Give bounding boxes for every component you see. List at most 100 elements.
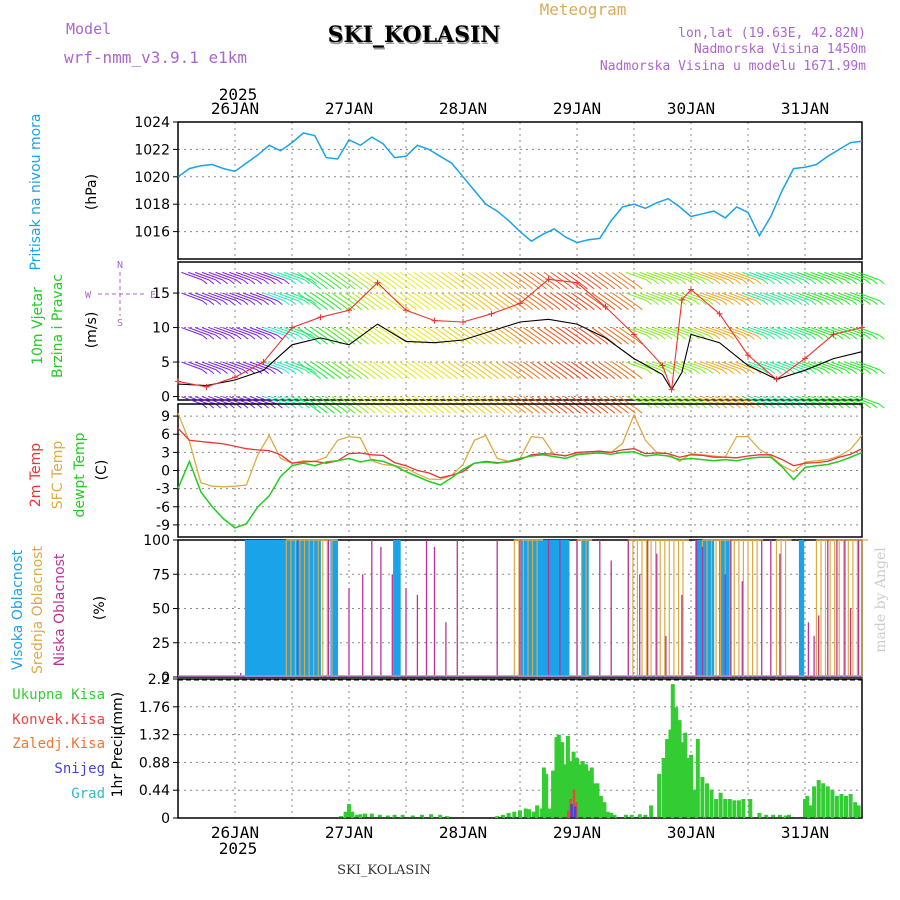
- wind-barb: [304, 292, 323, 307]
- high-cloud-bar: [297, 540, 301, 677]
- high-cloud-bar: [304, 540, 308, 677]
- high-cloud-bar: [702, 540, 705, 677]
- wind-barb: [420, 327, 440, 341]
- wind-barb: [653, 271, 675, 281]
- wind-barb-feather: [493, 305, 499, 311]
- high-cloud-bar: [260, 540, 264, 677]
- wind-barb-feather: [568, 408, 575, 414]
- wind-barb-feather: [322, 284, 328, 290]
- wind-barb-feather: [735, 369, 741, 374]
- wind-barb: [475, 327, 494, 341]
- wind-barb: [393, 292, 412, 307]
- wind-barb-feather: [837, 403, 844, 409]
- wind-barb: [379, 361, 399, 376]
- wind-barb-feather: [783, 300, 789, 305]
- precip-bar: [723, 799, 728, 818]
- wind-barb: [831, 327, 853, 336]
- wind-barb-feather: [602, 408, 609, 414]
- wind-barb-feather: [623, 374, 629, 380]
- pressure-ytick-label: 1020: [134, 170, 170, 186]
- wind-barb-feather: [694, 369, 700, 374]
- wind-barb: [790, 271, 812, 281]
- wind-barb: [762, 271, 784, 281]
- compass-west: W: [85, 290, 92, 301]
- high-cloud-bar: [265, 540, 269, 677]
- wind-barb: [242, 396, 264, 405]
- bottom-day-label: 30JAN: [667, 823, 715, 842]
- wind-barb: [803, 271, 825, 281]
- wind-barb-feather: [329, 305, 335, 311]
- wind-barb-feather: [404, 374, 410, 380]
- wind-barb-feather: [270, 369, 276, 374]
- precip-bar: [420, 814, 424, 818]
- wind-barb: [317, 327, 337, 341]
- wind-barb: [324, 396, 344, 410]
- wind-barb: [372, 271, 392, 286]
- wind-barb: [249, 271, 271, 281]
- wind-barb-feather: [404, 408, 410, 414]
- wind-barb: [564, 327, 583, 341]
- wind-barb-feather: [817, 279, 824, 285]
- wind-barb: [222, 271, 244, 281]
- wind-barb-feather: [714, 403, 721, 409]
- precip-bar: [805, 795, 810, 818]
- wind-barb: [461, 361, 481, 376]
- wind-barb: [181, 396, 203, 405]
- wind-barb-feather: [817, 300, 824, 305]
- wind-barb: [441, 327, 460, 341]
- wind-barb-feather: [322, 374, 328, 380]
- wind-barb-feather: [595, 339, 602, 345]
- wind-barb-feather: [329, 374, 335, 380]
- compass-south: S: [117, 318, 123, 329]
- high-cloud-bar: [247, 540, 251, 677]
- wind-barb: [598, 271, 617, 286]
- wind-barb: [229, 271, 251, 281]
- wind-barb-feather: [646, 279, 653, 285]
- wind-barb-feather: [742, 279, 748, 285]
- wind-barb-feather: [554, 284, 561, 290]
- wind-barb: [810, 361, 832, 371]
- wind-barb-feather: [728, 334, 735, 340]
- wind-barb-feather: [595, 408, 602, 414]
- wind-barb: [755, 271, 777, 281]
- high-cloud-bar: [550, 540, 554, 677]
- wind-barb-feather: [728, 300, 735, 305]
- wind-barb-feather: [728, 369, 735, 374]
- wind-barb-feather: [534, 284, 540, 290]
- high-cloud-bar: [534, 540, 538, 677]
- wind-barb: [837, 271, 859, 281]
- wind-barb-feather: [837, 334, 844, 340]
- wind-barb-feather: [472, 305, 479, 311]
- wind-barb: [612, 396, 631, 410]
- wind-barb: [495, 292, 515, 307]
- wind-barb-feather: [728, 403, 735, 409]
- wind-barb: [427, 361, 446, 376]
- precip-bar: [674, 707, 679, 818]
- wind-barb-feather: [735, 279, 741, 285]
- precip-bar: [554, 737, 559, 818]
- wind-barb-feather: [673, 279, 680, 285]
- wind-barb-feather: [315, 284, 322, 290]
- wind-barb-feather: [493, 408, 499, 414]
- wind-barb-feather: [527, 305, 534, 311]
- wind-barb: [769, 396, 791, 405]
- wind-barb: [242, 327, 264, 336]
- wind-barb: [660, 292, 682, 302]
- high-cloud-bar: [523, 540, 527, 677]
- wind-barb: [571, 292, 590, 307]
- wind-barb-feather: [568, 374, 575, 380]
- wind-barb-feather: [673, 403, 680, 409]
- wind-barb-feather: [630, 408, 636, 414]
- wind-barb-feather: [735, 403, 741, 409]
- wind-barb-feather: [554, 305, 561, 311]
- wind-barb-feather: [356, 408, 363, 414]
- wind-barb: [420, 361, 440, 376]
- wind-barb-feather: [315, 374, 322, 380]
- wind-barb-feather: [796, 334, 803, 340]
- high-cloud-bar: [393, 540, 397, 677]
- wind-barb-feather: [858, 334, 865, 340]
- wind-barb: [844, 327, 866, 336]
- high-cloud-bar: [285, 540, 289, 677]
- wind-barb: [393, 271, 412, 286]
- wind-barb-feather: [878, 369, 885, 374]
